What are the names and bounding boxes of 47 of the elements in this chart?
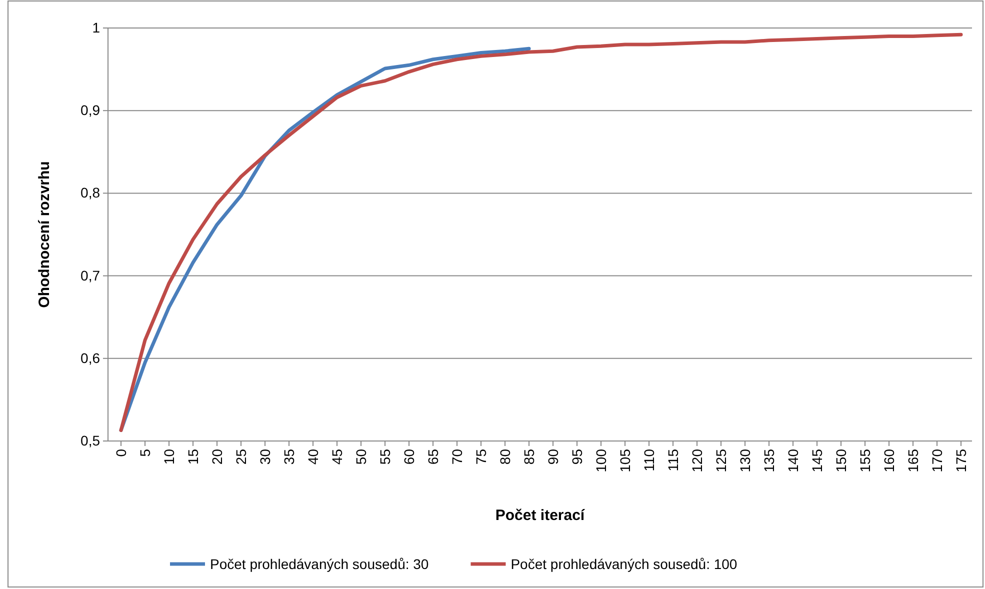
x-tick-label: 175 <box>952 448 969 472</box>
x-tick-label: 75 <box>472 448 489 465</box>
x-tick-label: 60 <box>400 448 417 465</box>
x-tick-label: 35 <box>280 448 297 465</box>
x-tick-label: 150 <box>832 448 849 472</box>
x-tick-label: 125 <box>712 448 729 472</box>
x-tick-label: 55 <box>376 448 393 465</box>
x-tick-label: 65 <box>424 448 441 465</box>
y-tick-label: 0,5 <box>80 432 100 448</box>
y-tick-label: 0,8 <box>80 184 100 201</box>
x-tick-label: 130 <box>736 448 753 472</box>
x-tick-label: 135 <box>760 448 777 472</box>
x-tick-label: 155 <box>856 448 873 472</box>
y-tick-label: 1 <box>92 19 100 36</box>
x-axis-title: Počet iterací <box>495 507 586 524</box>
x-tick-label: 0 <box>112 448 129 457</box>
x-tick-label: 45 <box>328 448 345 465</box>
line-series <box>119 32 963 432</box>
x-tick-label: 90 <box>544 448 561 465</box>
x-tick-label: 110 <box>640 448 657 472</box>
y-tick-label: 0,7 <box>80 267 100 284</box>
x-tick-label: 170 <box>928 448 945 472</box>
legend-label: Počet prohledávaných sousedů: 100 <box>510 556 738 572</box>
x-tick-label: 95 <box>568 448 585 465</box>
y-tick-label: 0,9 <box>80 102 100 118</box>
y-axis-title: Ohodnocení rozvrhu <box>36 161 53 308</box>
x-tick-label: 5 <box>136 448 153 457</box>
x-tick-label: 80 <box>496 448 513 465</box>
x-tick-label: 25 <box>232 448 249 465</box>
x-tick-label: 30 <box>256 448 273 465</box>
legend-label: Počet prohledávaných sousedů: 30 <box>210 556 429 572</box>
x-tick-label: 105 <box>616 448 633 472</box>
x-tick-label: 140 <box>784 448 801 472</box>
x-tick-label: 145 <box>808 448 825 472</box>
x-tick-label: 70 <box>448 448 465 465</box>
x-tick-label: 165 <box>904 448 921 472</box>
x-tick-label: 160 <box>880 448 897 472</box>
x-tick-label: 50 <box>352 448 369 465</box>
x-tick-label: 85 <box>520 448 537 465</box>
x-tick-label: 15 <box>184 448 201 465</box>
x-tick-label: 20 <box>208 448 225 465</box>
y-tick-label: 0,6 <box>80 350 100 366</box>
x-tick-label: 120 <box>688 448 705 472</box>
x-tick-label: 40 <box>304 448 321 465</box>
x-tick-label: 115 <box>664 448 681 472</box>
x-tick-label: 10 <box>160 448 177 465</box>
x-tick-label: 100 <box>592 448 609 472</box>
